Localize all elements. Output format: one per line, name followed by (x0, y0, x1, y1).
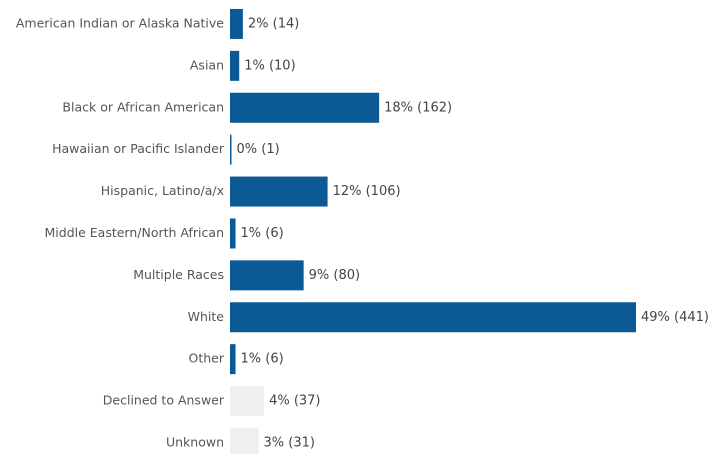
data-label: 49% (441) (641, 310, 709, 325)
data-label: 4% (37) (269, 394, 320, 409)
bar (230, 134, 232, 165)
bar (230, 218, 236, 249)
data-label: 1% (6) (241, 352, 284, 367)
data-label: 9% (80) (309, 268, 360, 283)
y-tick-label: Middle Eastern/North African (45, 225, 225, 240)
bar (230, 386, 265, 417)
data-label: 3% (31) (264, 435, 315, 450)
data-label: 1% (6) (241, 226, 284, 241)
y-tick-label: Asian (190, 57, 224, 72)
y-tick-label: Black or African American (62, 99, 224, 114)
y-tick-label: Unknown (166, 434, 224, 449)
bar (230, 176, 328, 207)
bar (230, 344, 236, 375)
y-tick-label: Multiple Races (133, 267, 224, 282)
bar (230, 260, 304, 291)
y-tick-label: American Indian or Alaska Native (16, 15, 224, 30)
bar (230, 92, 380, 123)
y-tick-label: White (188, 309, 225, 324)
data-label: 0% (1) (237, 142, 280, 157)
data-label: 18% (162) (384, 100, 452, 115)
bar (230, 50, 240, 81)
y-tick-label: Declined to Answer (103, 393, 225, 408)
bar (230, 8, 243, 39)
y-tick-label: Hispanic, Latino/a/x (101, 183, 224, 198)
data-label: 1% (10) (244, 58, 295, 73)
bar (230, 302, 636, 333)
y-tick-label: Hawaiian or Pacific Islander (52, 141, 225, 156)
data-label: 2% (14) (248, 16, 299, 31)
data-label: 12% (106) (333, 184, 401, 199)
y-tick-label: Other (189, 351, 225, 366)
bar (230, 427, 259, 454)
